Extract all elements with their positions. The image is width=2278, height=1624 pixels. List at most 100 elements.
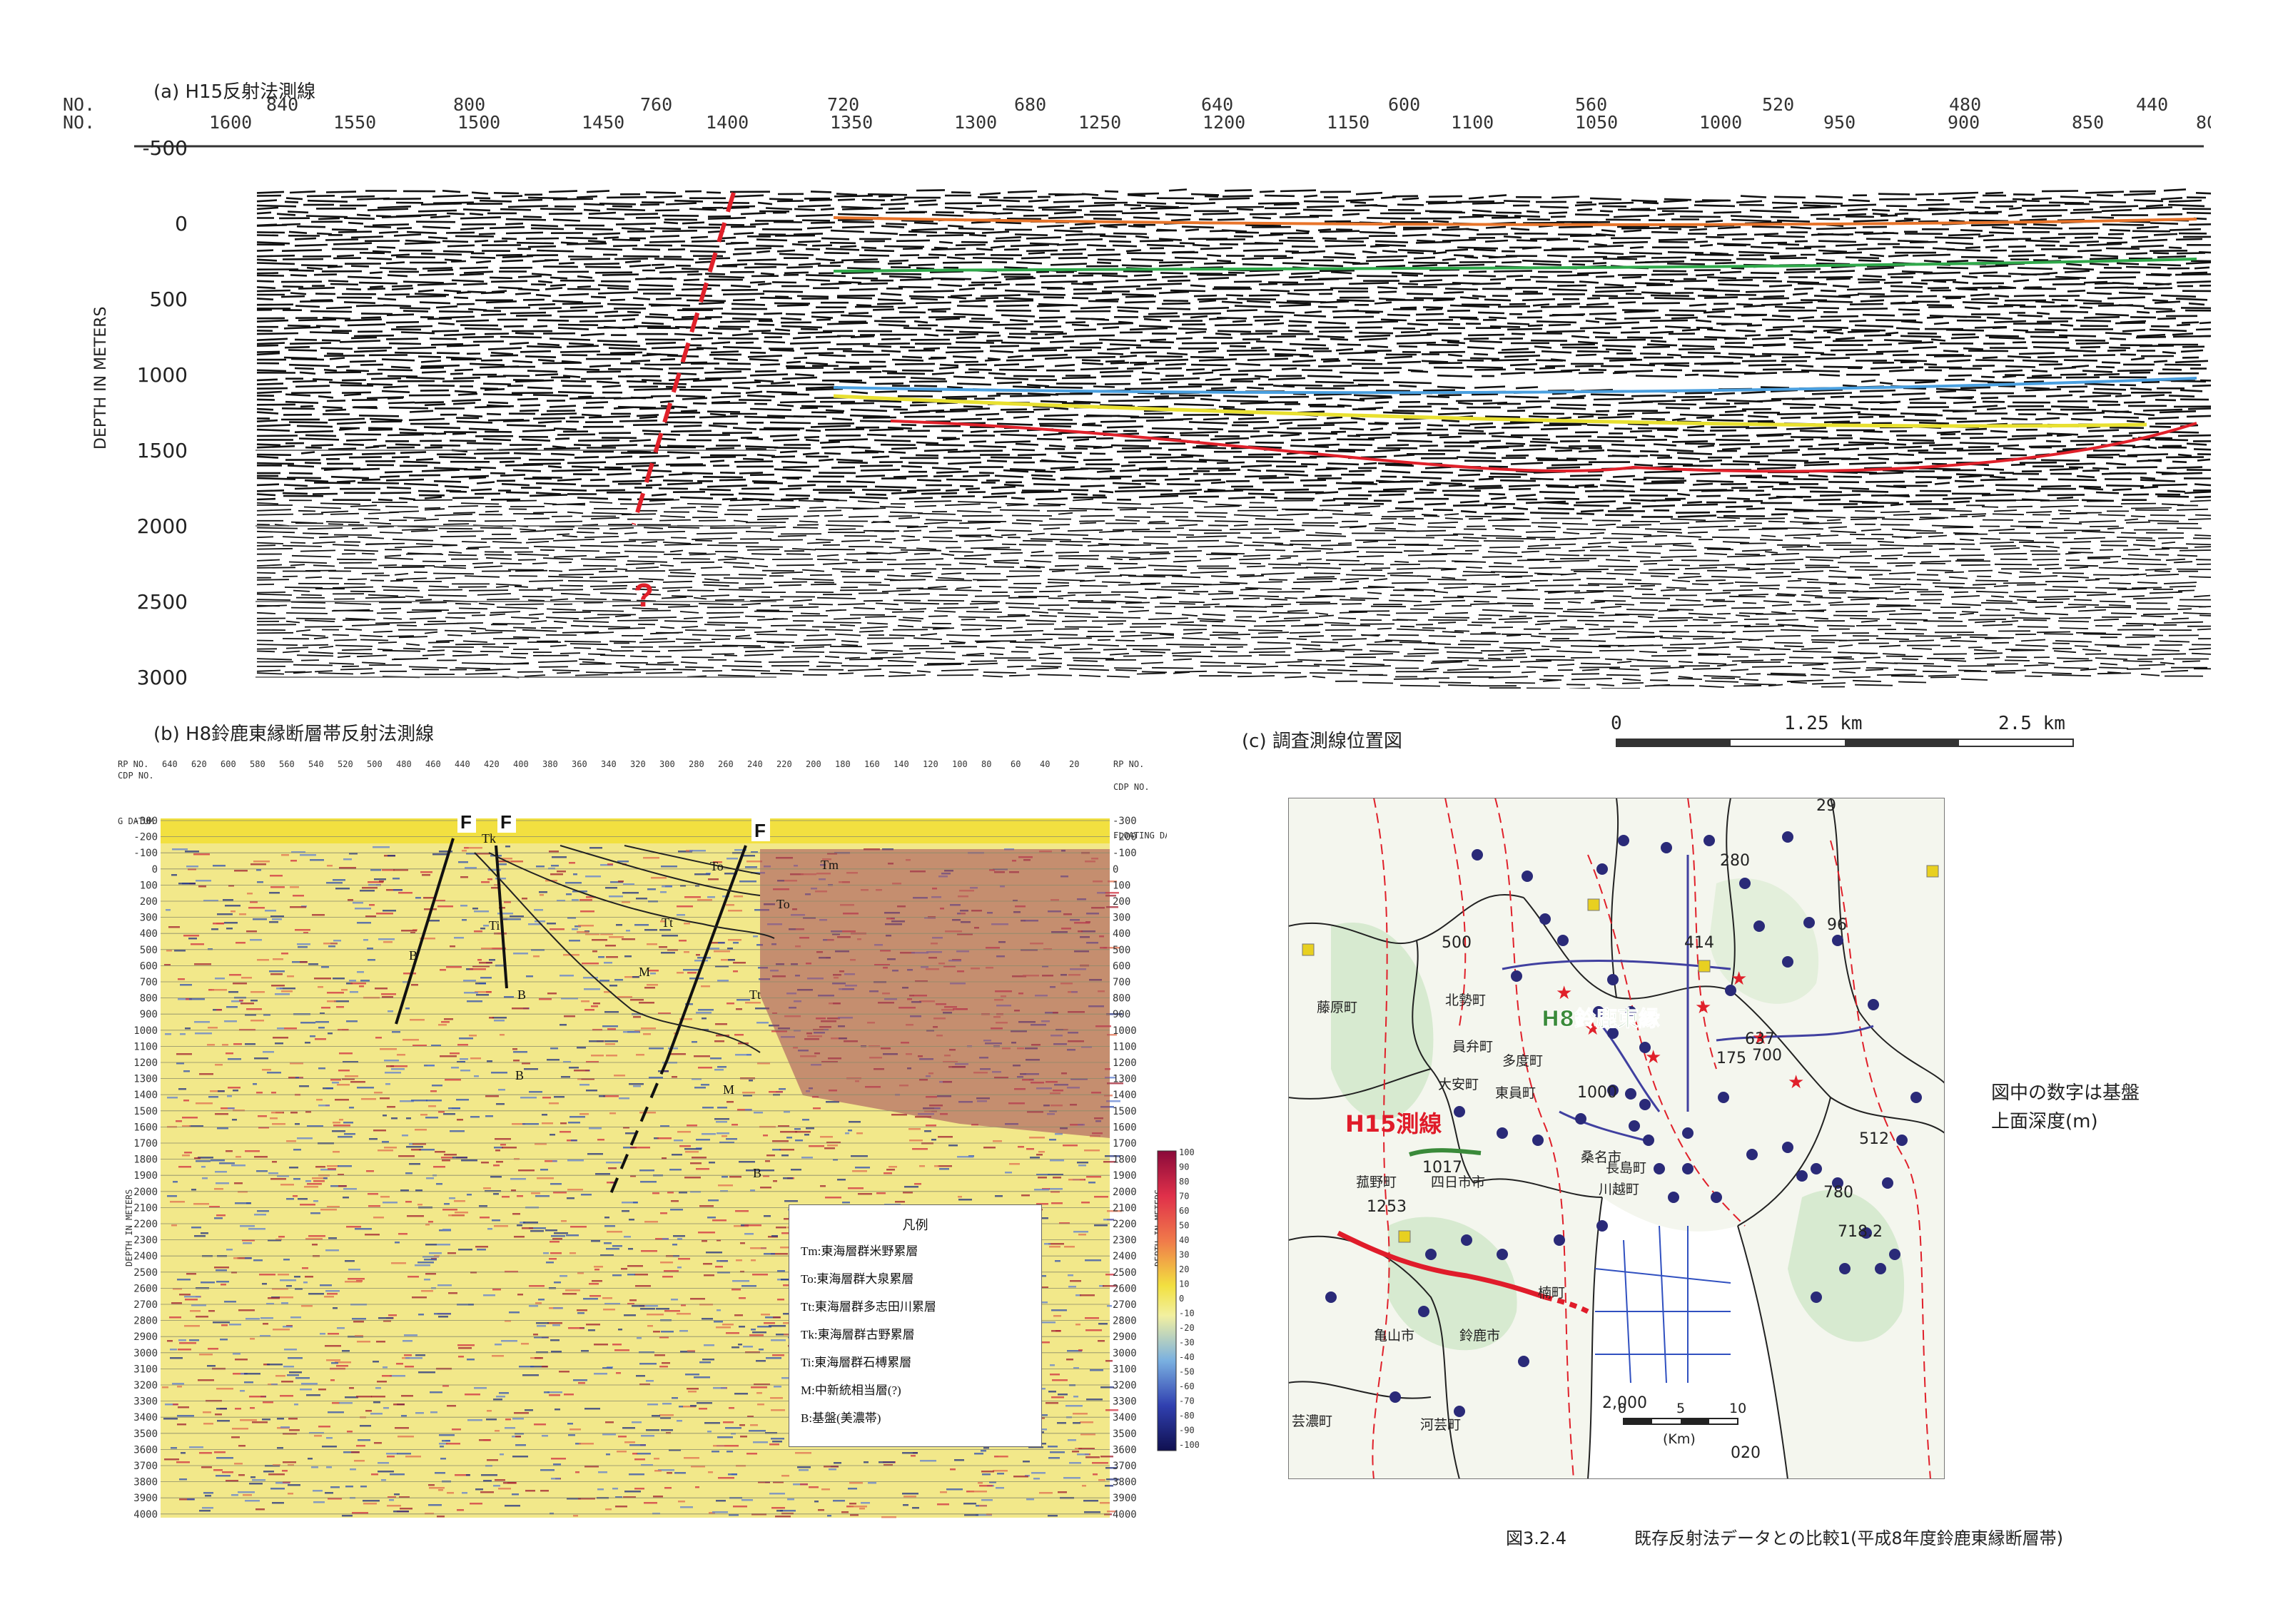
depth-label-right: 200	[1113, 896, 1130, 908]
legend-item-b: B:基盤(美濃帯)	[801, 1411, 881, 1425]
depth-label-left: 200	[140, 896, 158, 908]
top-number: 800	[453, 96, 485, 115]
depth-label-right: 2600	[1113, 1283, 1137, 1294]
colorbar-label: 50	[1179, 1221, 1189, 1231]
unit-label-ti: Ti	[489, 918, 500, 933]
depth-1017: 1017	[1422, 1159, 1462, 1177]
map-note: 図中の数字は基盤上面深度(m)	[1991, 1082, 2140, 1132]
amplitude-colorbar: 100 90 80 70 60 50 40 30 20 10 0 -10 -20 -30 -40 -50 -60…	[1156, 1145, 1206, 1459]
depth-label-left: 3900	[133, 1493, 158, 1504]
colorbar-label: -60	[1179, 1381, 1195, 1391]
colorbar-label: 100	[1179, 1147, 1195, 1157]
top-number: 600	[1388, 96, 1420, 115]
seismic-section-a-canvas: NO. NO. 840 800 760 720 680 640 600 560 520 480 44…	[63, 96, 2211, 689]
cdp-number: 1300	[954, 112, 997, 133]
svg-text:★: ★	[1788, 1072, 1804, 1093]
yellow-horizon	[833, 394, 2147, 428]
depth-label-right: 1300	[1113, 1074, 1137, 1085]
legend-item-tk: Tk:東海層群古野累層	[801, 1328, 915, 1341]
depth-label-left: 2100	[133, 1202, 158, 1214]
place-hokusei: 北勢町	[1445, 993, 1486, 1008]
legend-box: 凡例 Tm:東海層群米野累層 To:東海層群大泉累層 Tt:東海層群多志田川累層…	[789, 1204, 1042, 1447]
depth-label-left: 1800	[133, 1154, 158, 1166]
depth-label-right: -200	[1113, 832, 1137, 843]
svg-text:F: F	[754, 820, 766, 841]
cdp-number: 850	[2072, 112, 2104, 133]
place-kusu: 楠町	[1538, 1285, 1565, 1301]
depth-280: 280	[1720, 852, 1750, 870]
colorbar-label: 30	[1179, 1250, 1189, 1260]
place-inabe: 員弁町	[1452, 1039, 1493, 1055]
horizon-line-2	[488, 852, 775, 939]
unit-label-tk: Tk	[482, 831, 496, 846]
depth-175: 175	[1716, 1050, 1746, 1067]
depth-label-left: 1500	[133, 1106, 158, 1117]
figure-caption: 既存反射法データとの比較1(平成8年度鈴鹿東縁断層帯)	[1634, 1528, 2064, 1548]
colorbar-label: 10	[1179, 1279, 1189, 1289]
depth-label-right: 3900	[1113, 1493, 1137, 1504]
depth-label-left: 2700	[133, 1299, 158, 1311]
strong-reflection-zone	[760, 849, 1110, 1138]
depth-label-right: 3200	[1113, 1380, 1137, 1391]
top-number: 720	[827, 96, 859, 115]
depth-label-left: 300	[140, 913, 158, 924]
depth-label-left: 3100	[133, 1364, 158, 1375]
depth-label: 0	[175, 212, 188, 235]
rp-number: 420	[484, 759, 500, 769]
place-kuwana: 桑名市	[1581, 1150, 1621, 1165]
depth-label-right: 400	[1113, 928, 1130, 940]
scale-bar: 0 1.25 km 2.5 km	[1609, 711, 2080, 753]
depth-label-right: 1000	[1113, 1025, 1137, 1037]
depth-label-left: 2200	[133, 1219, 158, 1230]
depth-label-right: -300	[1113, 816, 1137, 827]
panel-b-title: (b) H8鈴鹿東縁断層帯反射法測線	[153, 724, 435, 745]
rp-number: 140	[894, 759, 909, 769]
rp-number: 320	[630, 759, 646, 769]
unit-label-m1: M	[639, 965, 650, 979]
depth-label-right: 2100	[1113, 1202, 1137, 1214]
depth-label-right: 2400	[1113, 1251, 1137, 1262]
rp-number: 600	[221, 759, 236, 769]
rp-number: 560	[279, 759, 295, 769]
top-number: 560	[1575, 96, 1607, 115]
rp-number: 60	[1011, 759, 1021, 769]
svg-text:★: ★	[1695, 997, 1711, 1018]
depth-label-right: 1800	[1113, 1154, 1137, 1166]
depth-label-left: 0	[152, 864, 158, 876]
rp-number: 520	[338, 759, 353, 769]
depth-label-left: 2300	[133, 1235, 158, 1247]
depth-label-right: 3300	[1113, 1396, 1137, 1408]
depth-label-left: 1200	[133, 1057, 158, 1069]
depth-label: 1500	[137, 439, 188, 462]
depth-label-right: 3500	[1113, 1428, 1137, 1440]
colorbar-label: 80	[1179, 1177, 1189, 1187]
svg-text:★: ★	[1584, 1018, 1601, 1040]
colorbar-label: 60	[1179, 1206, 1189, 1216]
rp-number: 240	[747, 759, 763, 769]
legend-item-tt: Tt:東海層群多志田川累層	[801, 1300, 936, 1314]
depth-label-right: 700	[1113, 977, 1130, 988]
depth-label-right: 1500	[1113, 1106, 1137, 1117]
depth-label-left: 1600	[133, 1122, 158, 1133]
depth-label-right: 4000	[1113, 1509, 1137, 1521]
seismic-section-a: NO. NO. 840 800 760 720 680 640 600 560 520 480 44…	[63, 96, 2211, 689]
depth-label-left: 3400	[133, 1412, 158, 1423]
legend-title: 凡例	[902, 1218, 928, 1232]
basement-depth-points	[1325, 831, 1922, 1417]
depth-label-left: 1700	[133, 1138, 158, 1150]
scale-label-0: 0	[1611, 713, 1622, 734]
depth-label-left: -300	[133, 816, 158, 827]
legend-item-to: To:東海層群大泉累層	[801, 1272, 914, 1286]
rp-number: 640	[162, 759, 178, 769]
cdp-number: 1350	[830, 112, 873, 133]
legend-item-m: M:中新統相当層(?)	[801, 1384, 901, 1397]
colorbar-label: -10	[1179, 1309, 1195, 1319]
rp-number: 80	[981, 759, 991, 769]
depth-axis-title-left: DEPTH IN METERS	[124, 1189, 134, 1267]
reflection-amplitude	[162, 846, 1123, 1518]
svg-text:★: ★	[1645, 1047, 1661, 1068]
panel-a-title: (a) H15反射法測線	[153, 81, 316, 103]
depth-label-right: 1400	[1113, 1090, 1137, 1101]
top-number: 480	[1949, 96, 1981, 115]
cdp-number: 1500	[457, 112, 500, 133]
